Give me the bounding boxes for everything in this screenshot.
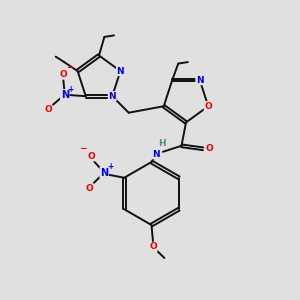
Text: +: +: [107, 162, 113, 171]
Text: O: O: [88, 152, 96, 161]
Text: O: O: [205, 144, 213, 153]
Text: N: N: [196, 76, 204, 85]
Text: −: −: [66, 63, 74, 72]
Text: H: H: [158, 139, 166, 148]
Text: O: O: [149, 242, 157, 251]
Text: +: +: [67, 85, 73, 94]
Text: O: O: [85, 184, 93, 193]
Text: −: −: [79, 145, 87, 154]
Text: N: N: [117, 67, 124, 76]
Text: O: O: [44, 105, 52, 114]
Text: O: O: [204, 102, 212, 111]
Text: N: N: [61, 90, 69, 100]
Text: N: N: [108, 92, 116, 101]
Text: O: O: [59, 70, 67, 79]
Text: N: N: [152, 150, 160, 159]
Text: N: N: [100, 168, 108, 178]
